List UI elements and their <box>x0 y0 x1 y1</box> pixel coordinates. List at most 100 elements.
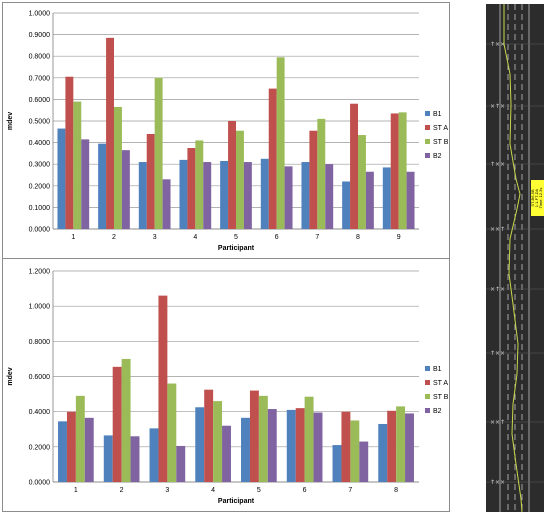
chart-0-bar-b1-p8 <box>342 181 351 229</box>
chart-0-y-tick-label: 0.9000 <box>29 32 51 39</box>
chart-1-bar-b2-p7 <box>359 441 369 482</box>
chart-1-x-tick-label: 8 <box>394 487 398 494</box>
chart-1-legend-label: ST A <box>433 380 448 387</box>
chart-0-bar-b1-p2 <box>98 143 107 229</box>
road-marker-label: ×↑× <box>490 286 505 293</box>
chart-1-legend-swatch <box>425 366 430 371</box>
chart-0-y-tick-label: 0.8000 <box>29 54 51 61</box>
chart-top: 0.0000 0.1000 0.2000 0.3000 0.4000 0.5000 0.60… <box>7 11 449 253</box>
chart-0-bar-st-a-p1 <box>65 76 74 229</box>
chart-1-legend-label: B1 <box>433 366 442 373</box>
chart-0-y-tick-label: 1.0000 <box>29 11 51 18</box>
chart-0-bar-st-b-p1 <box>73 101 82 229</box>
chart-1-bar-b2-p6 <box>313 412 323 482</box>
chart-0-bar-st-b-p7 <box>317 118 326 229</box>
chart-0-bar-st-a-p8 <box>350 103 358 229</box>
chart-1-y-tick-label: 1.0000 <box>29 304 51 311</box>
chart-0-bar-b2-p3 <box>162 179 171 229</box>
chart-0-x-tick-label: 3 <box>153 234 157 241</box>
chart-0-y-tick-label: 0.2000 <box>29 183 51 190</box>
chart-1-bar-b2-p8 <box>405 413 414 482</box>
road-marker-label: ××↑ <box>490 419 505 426</box>
chart-0-bar-b1-p1 <box>57 128 66 229</box>
chart-0-y-tick-label: 0.0000 <box>29 227 51 234</box>
trajectory-note-line: ST-B6-5B <box>530 189 535 207</box>
chart-1-x-axis-title: Participant <box>218 498 255 505</box>
chart-1-y-tick-label: 1.2000 <box>29 269 51 276</box>
chart-1-bar-st-b-p1 <box>75 395 85 482</box>
chart-0-legend-swatch <box>425 125 430 130</box>
chart-1-bar-b2-p1 <box>84 417 94 482</box>
chart-0-bar-b2-p6 <box>284 166 293 229</box>
chart-0-x-tick-label: 7 <box>315 234 319 241</box>
chart-1-bar-st-b-p2 <box>121 358 131 482</box>
chart-0-bar-st-a-p4 <box>187 148 196 229</box>
chart-0-bar-b2-p5 <box>243 162 252 229</box>
chart-0-x-tick-label: 8 <box>356 234 360 241</box>
chart-0-x-tick-label: 2 <box>112 234 116 241</box>
chart-0-y-tick-label: 0.6000 <box>29 97 51 104</box>
chart-0-bar-b1-p5 <box>220 160 229 229</box>
chart-0-legend-label: ST A <box>433 125 448 132</box>
chart-1-legend-swatch <box>425 394 430 399</box>
chart-0-bar-st-a-p6 <box>268 88 277 229</box>
chart-1-x-tick-label: 1 <box>74 487 78 494</box>
chart-1-bar-st-a-p3 <box>158 295 168 482</box>
chart-1-bar-b1-p4 <box>195 407 205 482</box>
chart-1-x-tick-label: 4 <box>211 487 215 494</box>
road-marker-label: ×↑× <box>490 103 505 110</box>
road-marker-label: ↑×× <box>490 41 505 48</box>
chart-1-bar-b2-p4 <box>222 425 231 482</box>
chart-0-x-tick-label: 6 <box>275 234 279 241</box>
chart-1-bar-b2-p3 <box>176 445 186 482</box>
chart-0-bar-st-a-p2 <box>106 37 114 230</box>
chart-1-bar-st-a-p4 <box>204 389 214 482</box>
chart-1-bar-b2-p2 <box>130 436 140 482</box>
chart-0-x-tick-label: 4 <box>193 234 197 241</box>
chart-0-bar-b1-p7 <box>301 162 310 229</box>
chart-divider <box>3 258 449 259</box>
chart-0-x-tick-label: 1 <box>71 234 75 241</box>
chart-1-legend-swatch <box>425 408 430 413</box>
chart-1-bar-b1-p7 <box>332 445 342 482</box>
charts-frame: 0.0000 0.1000 0.2000 0.3000 0.4000 0.5000 0.60… <box>2 2 450 512</box>
chart-0-bar-st-a-p9 <box>390 113 399 229</box>
chart-1-bar-st-b-p5 <box>258 395 268 482</box>
chart-1-bar-st-a-p2 <box>112 366 122 482</box>
chart-1-bar-st-a-p7 <box>341 411 351 482</box>
road-marker-label: ××↑ <box>490 226 505 233</box>
trajectory-note-line: 1.1-FT-DA <box>534 188 539 207</box>
chart-0-legend-swatch <box>425 139 430 144</box>
chart-1-bar-st-a-p8 <box>387 410 397 482</box>
chart-0-y-tick-label: 0.4000 <box>29 140 51 147</box>
chart-1-bar-b1-p3 <box>149 428 159 482</box>
chart-0-bar-b2-p4 <box>203 162 212 229</box>
chart-1-y-tick-label: 0.4000 <box>29 409 51 416</box>
chart-0-bar-st-b-p8 <box>358 135 366 229</box>
road-trajectory: ↑×× ×↑× ↑×× ××↑ ×↑× ↑×× ××↑ ↑×× ST-B6-5B 1.1-FT-D… <box>486 4 544 512</box>
chart-1-bar-b1-p2 <box>103 435 113 482</box>
road-marker-label: ↑×× <box>490 161 505 168</box>
chart-1-x-tick-label: 5 <box>257 487 261 494</box>
chart-0-y-tick-label: 0.5000 <box>29 119 51 126</box>
chart-0-bar-b2-p2 <box>121 150 130 229</box>
chart-1-y-tick-label: 0.6000 <box>29 374 51 381</box>
chart-1-legend-label: ST B <box>433 394 449 401</box>
chart-1-bar-b1-p5 <box>241 417 250 482</box>
chart-0-bar-st-b-p5 <box>236 130 244 229</box>
chart-0-y-axis-title: mdev <box>7 112 14 130</box>
chart-1-bar-st-a-p1 <box>66 411 76 482</box>
chart-0-bar-st-b-p9 <box>398 112 407 229</box>
chart-1-x-tick-label: 2 <box>120 487 124 494</box>
chart-0-legend-label: B1 <box>433 111 442 118</box>
chart-1-y-tick-label: 0.8000 <box>29 339 51 346</box>
chart-1-bar-st-b-p3 <box>167 383 177 482</box>
chart-1-y-tick-label: 0.0000 <box>29 480 51 487</box>
chart-0-bar-st-a-p3 <box>146 133 155 229</box>
chart-1-y-tick-label: 0.2000 <box>29 444 51 451</box>
chart-bottom: 0.0000 0.2000 0.4000 0.6000 0.8000 1.0000 1.20… <box>7 269 449 506</box>
chart-0-x-tick-label: 9 <box>397 234 401 241</box>
chart-1-bar-b2-p5 <box>267 409 277 482</box>
chart-0-bar-st-b-p4 <box>195 140 204 229</box>
chart-0-bar-st-a-p7 <box>309 130 318 229</box>
